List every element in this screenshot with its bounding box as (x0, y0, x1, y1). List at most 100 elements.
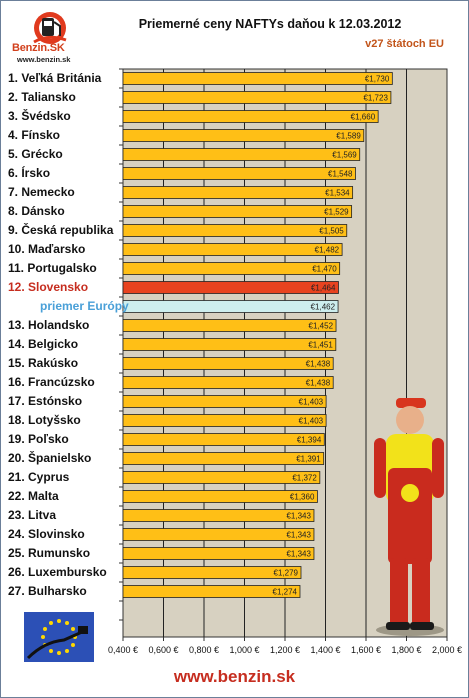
category-label: 19. Poľsko (8, 431, 69, 446)
category-label: 2. Taliansko (8, 89, 76, 104)
bar (122, 186, 354, 199)
bar-value-label: €1,730 (365, 75, 390, 84)
logo-url: www.benzin.sk (17, 55, 71, 64)
bar (122, 490, 318, 503)
bar-value-label: €1,438 (306, 360, 331, 369)
bar (122, 91, 392, 104)
x-tick-label: 1,400 € (310, 645, 340, 655)
bar-value-label: €1,343 (286, 512, 311, 521)
bar-value-label: €1,464 (311, 284, 336, 293)
bar-value-label: €1,589 (336, 132, 361, 141)
bar-value-label: €1,548 (328, 170, 353, 179)
category-label: 8. Dánsko (8, 203, 65, 218)
category-label: 17. Estónsko (8, 393, 83, 408)
bar-value-label: €1,569 (332, 151, 357, 160)
category-label: 6. Írsko (8, 165, 51, 180)
bar-value-label: €1,372 (292, 474, 317, 483)
category-label: 22. Malta (8, 488, 59, 503)
category-label: 11. Portugalsko (8, 260, 97, 275)
category-label: 7. Nemecko (8, 184, 75, 199)
bar (122, 509, 315, 522)
bar-value-label: €1,391 (296, 455, 321, 464)
bar (122, 72, 393, 85)
bar-value-label: €1,279 (274, 569, 299, 578)
bar (122, 395, 327, 408)
logo-text: Benzin.SK (12, 42, 65, 54)
x-tick-label: 1,000 € (229, 645, 259, 655)
bar-value-label: €1,529 (324, 208, 349, 217)
x-tick-label: 1,200 € (270, 645, 300, 655)
bar-value-label: €1,723 (363, 94, 388, 103)
bar-value-label: €1,394 (297, 436, 322, 445)
bar-value-label: €1,343 (286, 550, 311, 559)
bar (122, 224, 348, 237)
bar (122, 433, 325, 446)
category-label: 15. Rakúsko (8, 355, 79, 370)
category-label: 1. Veľká Británia (8, 70, 102, 85)
x-tick-label: 1,600 € (351, 645, 381, 655)
x-tick-label: 0,600 € (148, 645, 178, 655)
bar (122, 566, 302, 579)
category-label: 25. Rumunsko (8, 545, 91, 560)
bar (122, 262, 341, 275)
bar (122, 319, 337, 332)
bar (122, 167, 356, 180)
bar-value-label: €1,343 (286, 531, 311, 540)
bar (122, 585, 301, 598)
bar (122, 452, 325, 465)
bar-value-label: €1,660 (351, 113, 376, 122)
bar-value-label: €1,438 (306, 379, 331, 388)
bar (122, 376, 334, 389)
bar-value-label: €1,360 (290, 493, 315, 502)
bar-value-label: €1,534 (325, 189, 350, 198)
x-tick-label: 1,800 € (391, 645, 421, 655)
mechanic-figure-icon (374, 398, 444, 636)
bar-value-label: €1,462 (311, 303, 336, 312)
category-label: 3. Švédsko (8, 108, 71, 123)
bar-value-label: €1,451 (308, 341, 333, 350)
bar (122, 110, 379, 123)
bar (122, 300, 339, 313)
bar-value-label: €1,403 (299, 398, 324, 407)
bar (122, 547, 315, 560)
category-label: 16. Francúzsko (8, 374, 95, 389)
chart-subtitle: v27 štátoch EU (365, 38, 444, 50)
fuel-pump-icon (33, 12, 67, 44)
footer-url: www.benzin.sk (173, 667, 296, 686)
bar-value-label: €1,274 (273, 588, 298, 597)
bar (122, 471, 321, 484)
x-tick-label: 0,800 € (189, 645, 219, 655)
category-label: 4. Fínsko (8, 127, 61, 142)
bar (122, 148, 361, 161)
bar (122, 129, 365, 142)
eu-flag-icon (24, 612, 94, 662)
bar (122, 281, 339, 294)
category-label: priemer Európy (40, 298, 129, 313)
category-label: 24. Slovinsko (8, 526, 85, 541)
bar (122, 357, 334, 370)
category-label: 27. Bulharsko (8, 583, 87, 598)
bar-value-label: €1,452 (309, 322, 334, 331)
bar (122, 528, 315, 541)
benzin-logo (8, 8, 88, 66)
x-tick-label: 2,000 € (432, 645, 462, 655)
bar (122, 414, 327, 427)
category-label: 21. Cyprus (8, 469, 70, 484)
category-label: 5. Grécko (8, 146, 63, 161)
x-tick-label: 0,400 € (108, 645, 138, 655)
category-label: 13. Holandsko (8, 317, 90, 332)
bar-value-label: €1,482 (315, 246, 340, 255)
category-label: 23. Litva (8, 507, 57, 522)
chart-title: Priemerné ceny NAFTYs daňou k 12.03.2012 (138, 17, 402, 31)
category-label: 20. Španielsko (8, 450, 92, 465)
eu-flag-illustration (24, 612, 94, 662)
bar-value-label: €1,470 (312, 265, 337, 274)
category-label: 26. Luxembursko (8, 564, 107, 579)
category-label: 10. Maďarsko (8, 241, 86, 256)
bar (122, 338, 337, 351)
category-label: 12. Slovensko (8, 279, 89, 294)
bar (122, 243, 343, 256)
category-label: 9. Česká republika (8, 222, 114, 237)
mechanic-illustration (368, 398, 448, 638)
